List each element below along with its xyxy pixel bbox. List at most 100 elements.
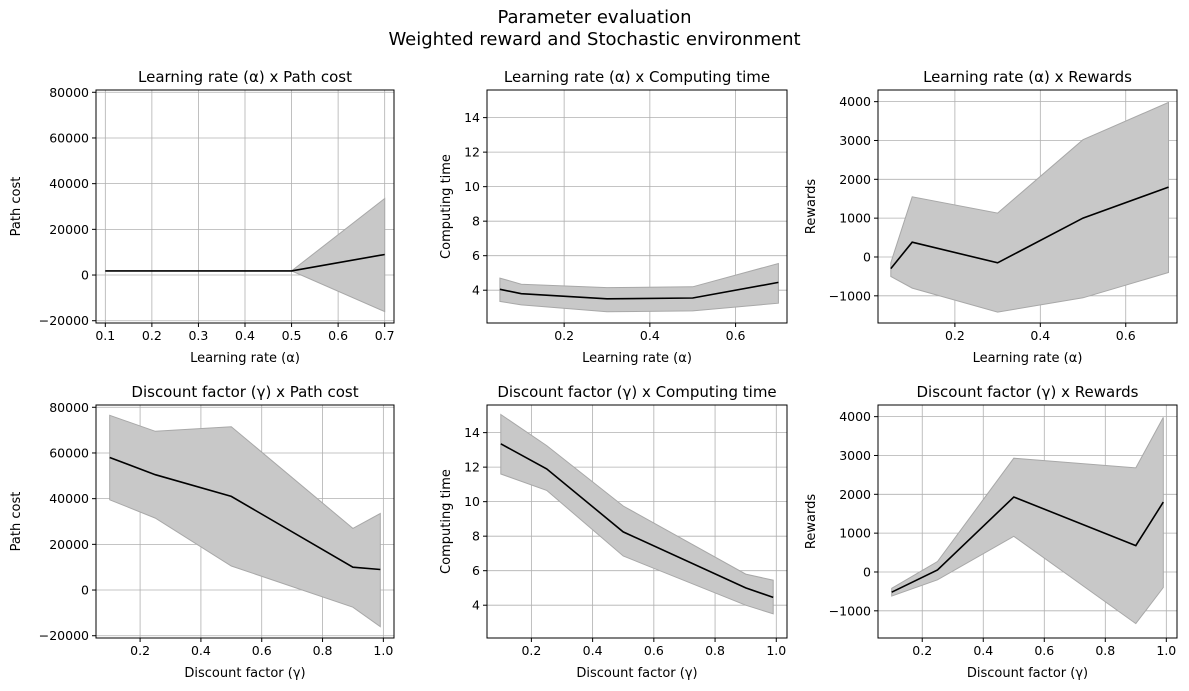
y-tick-label: 3000 — [839, 133, 871, 148]
x-tick-label: 0.4 — [640, 328, 660, 343]
y-tick-label: 60000 — [49, 130, 89, 145]
x-tick-label: 0.6 — [1116, 328, 1136, 343]
y-tick-label: 6 — [472, 563, 480, 578]
x-axis-label: Learning rate (α) — [190, 351, 300, 366]
subplot-6: 0.2 0.4 0.6 0.8 1.0 −1000 0 1000 2000 3000 4000 Dis… — [804, 383, 1178, 681]
mean-line — [500, 443, 774, 599]
mean-line — [890, 186, 1169, 270]
x-tick-label: 0.2 — [521, 643, 541, 658]
y-tick-label: 14 — [464, 110, 480, 125]
y-tick-label: 0 — [863, 249, 871, 264]
x-axis-label: Learning rate (α) — [582, 351, 692, 366]
subplot-3: 0.2 0.4 0.6 −1000 0 1000 2000 3000 4000 Learning … — [804, 68, 1178, 366]
figure-title-line2: Weighted reward and Stochastic environme… — [388, 29, 801, 50]
x-axis-label: Discount factor (γ) — [967, 666, 1088, 681]
x-tick-label: 0.1 — [95, 328, 115, 343]
y-tick-label: 60000 — [49, 445, 89, 460]
y-tick-label: 6 — [472, 248, 480, 263]
x-tick-label: 0.2 — [945, 328, 965, 343]
x-tick-label: 0.4 — [973, 643, 993, 658]
x-tick-label: 0.2 — [912, 643, 932, 658]
x-axis-label: Learning rate (α) — [973, 351, 1083, 366]
y-tick-label: 0 — [81, 583, 89, 598]
x-tick-label: 0.6 — [328, 328, 348, 343]
subplot-title: Learning rate (α) x Rewards — [923, 68, 1132, 86]
x-tick-label: 0.4 — [583, 643, 603, 658]
subplot-title: Learning rate (α) x Computing time — [504, 68, 770, 86]
mean-line — [499, 281, 779, 300]
x-tick-label: 0.6 — [252, 643, 272, 658]
x-tick-label: 0.8 — [313, 643, 333, 658]
y-axis-label: Computing time — [439, 469, 454, 574]
y-tick-label: 20000 — [49, 222, 89, 237]
y-tick-label: 1000 — [839, 526, 871, 541]
axes-frame — [486, 89, 788, 324]
x-tick-label: 0.8 — [705, 643, 725, 658]
subplot-1: 0.1 0.2 0.3 0.4 0.5 0.6 0.7 −20000 0 20000 40000 60… — [9, 68, 395, 366]
y-tick-label: 40000 — [49, 176, 89, 191]
x-tick-label: 0.5 — [282, 328, 302, 343]
figure-title: Parameter evaluation Weighted reward and… — [0, 7, 1189, 51]
subplot-title: Discount factor (γ) x Computing time — [497, 383, 776, 401]
x-tick-label: 1.0 — [1156, 643, 1176, 658]
y-tick-label: 8 — [472, 529, 480, 544]
y-tick-label: 0 — [863, 564, 871, 579]
subplot-2: 0.2 0.4 0.6 4 6 8 10 12 14 Learning rate (α) x Co… — [439, 68, 788, 366]
y-axis-label: Path cost — [9, 177, 24, 237]
x-tick-label: 0.4 — [1030, 328, 1050, 343]
y-tick-label: 8 — [472, 214, 480, 229]
y-tick-label: −1000 — [829, 288, 871, 303]
y-axis-label: Rewards — [804, 494, 819, 549]
x-tick-label: 0.6 — [644, 643, 664, 658]
confidence-band — [109, 414, 381, 628]
y-tick-label: 10 — [464, 494, 480, 509]
y-tick-label: 3000 — [839, 448, 871, 463]
y-tick-label: 40000 — [49, 491, 89, 506]
confidence-band — [890, 101, 1169, 313]
x-tick-label: 0.8 — [1095, 643, 1115, 658]
y-tick-label: 4 — [472, 283, 480, 298]
confidence-band — [891, 417, 1164, 625]
x-tick-label: 0.6 — [1034, 643, 1054, 658]
x-axis-label: Discount factor (γ) — [184, 666, 305, 681]
y-tick-label: 12 — [464, 145, 480, 160]
confidence-band — [500, 413, 774, 615]
y-tick-label: −20000 — [39, 628, 89, 643]
mean-line — [105, 253, 385, 272]
y-tick-label: 2000 — [839, 172, 871, 187]
figure-title-line1: Parameter evaluation — [497, 7, 692, 28]
subplot-title: Discount factor (γ) x Rewards — [916, 383, 1138, 401]
axes-frame — [95, 404, 395, 639]
subplot-5: 0.2 0.4 0.6 0.8 1.0 4 6 8 10 12 14 Discount factor … — [439, 383, 788, 681]
x-tick-label: 0.2 — [130, 643, 150, 658]
x-tick-label: 1.0 — [373, 643, 393, 658]
y-tick-label: 12 — [464, 460, 480, 475]
axes-frame — [486, 404, 788, 639]
y-tick-label: −1000 — [829, 603, 871, 618]
y-tick-label: 4 — [472, 598, 480, 613]
y-tick-label: 0 — [81, 268, 89, 283]
y-tick-label: 10 — [464, 179, 480, 194]
subplot-4: 0.2 0.4 0.6 0.8 1.0 −20000 0 20000 40000 60000 800… — [9, 383, 395, 681]
y-tick-label: −20000 — [39, 313, 89, 328]
y-tick-label: 14 — [464, 425, 480, 440]
y-tick-label: 80000 — [49, 85, 89, 100]
subplot-title: Discount factor (γ) x Path cost — [131, 383, 358, 401]
y-tick-label: 2000 — [839, 487, 871, 502]
x-tick-label: 0.2 — [554, 328, 574, 343]
x-tick-label: 0.6 — [726, 328, 746, 343]
x-tick-label: 0.4 — [235, 328, 255, 343]
y-tick-label: 1000 — [839, 211, 871, 226]
axes-frame — [877, 89, 1178, 324]
confidence-band — [499, 262, 779, 313]
x-tick-label: 0.4 — [191, 643, 211, 658]
y-axis-label: Rewards — [804, 179, 819, 234]
y-axis-label: Path cost — [9, 492, 24, 552]
x-tick-label: 0.7 — [375, 328, 395, 343]
mean-line — [109, 456, 381, 571]
y-axis-label: Computing time — [439, 154, 454, 259]
y-tick-label: 80000 — [49, 400, 89, 415]
y-tick-label: 4000 — [839, 94, 871, 109]
mean-line — [891, 496, 1164, 593]
